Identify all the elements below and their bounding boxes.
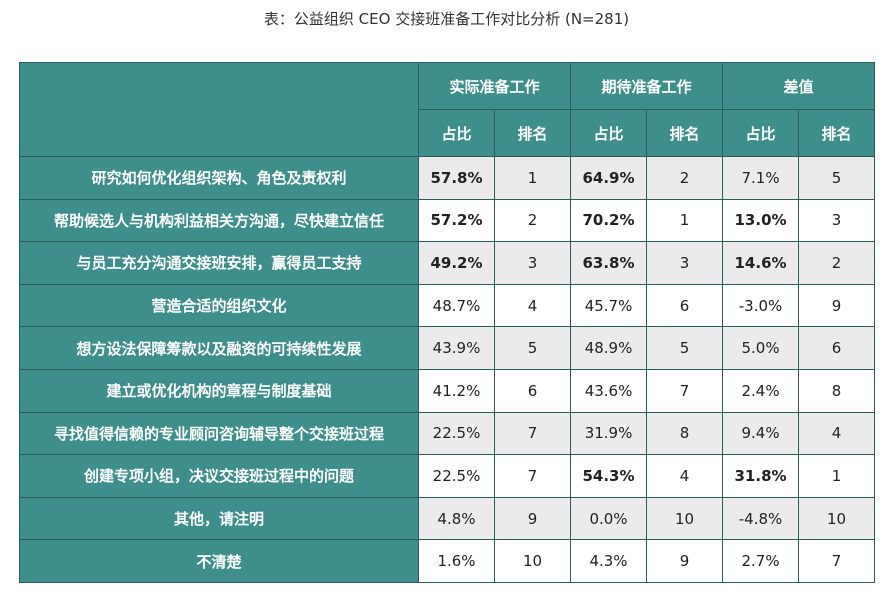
sub-header-cell: 排名 [646,109,724,157]
data-cell: 48.7% [418,283,495,328]
data-cell: 49.2% [418,241,495,285]
data-cell: 2 [493,198,572,243]
table-body: 研究如何优化组织架构、角色及责权利 57.8% 1 64.9% 2 7.1% 5 帮助候选人与… [19,156,876,583]
data-cell: 3 [798,198,876,243]
data-cell: 8 [798,368,876,413]
sub-header-cell: 占比 [722,109,800,157]
data-cell: 7 [493,454,572,498]
data-cell: 10 [798,496,876,541]
data-cell: 48.9% [570,326,648,370]
data-cell: 1 [646,198,724,243]
data-cell: -3.0% [722,283,800,328]
table-row: 想方设法保障筹款以及融资的可持续性发展 43.9% 5 48.9% 5 5.0% 6 [19,326,876,370]
data-cell: 0.0% [570,496,648,541]
data-cell: 22.5% [418,411,495,456]
row-label: 想方设法保障筹款以及融资的可持续性发展 [19,326,419,370]
sub-header-cell: 排名 [798,109,876,157]
data-cell: 3 [493,241,572,285]
data-cell: 1 [493,156,572,200]
row-label: 其他，请注明 [19,496,419,541]
data-cell: 64.9% [570,156,648,200]
chart-title: 表：公益组织 CEO 交接班准备工作对比分析 (N=281) [263,10,630,28]
data-cell: 45.7% [570,283,648,328]
data-cell: 43.9% [418,326,495,370]
data-cell: 9 [798,283,876,328]
table-row: 不清楚 1.6% 10 4.3% 9 2.7% 7 [19,539,876,583]
data-cell: 7 [646,368,724,413]
data-cell: -4.8% [722,496,800,541]
comparison-table: 实际准备工作 期待准备工作 差值 占比 排名 占比 排名 占比 排名 研究如何优… [19,62,876,583]
data-cell: 6 [646,283,724,328]
data-cell: 8 [646,411,724,456]
data-cell: 6 [798,326,876,370]
group-header-row: 实际准备工作 期待准备工作 差值 [19,62,876,157]
data-cell: 70.2% [570,198,648,243]
table-row: 其他，请注明 4.8% 9 0.0% 10 -4.8% 10 [19,496,876,541]
data-cell: 10 [646,496,724,541]
data-cell: 22.5% [418,454,495,498]
data-cell: 14.6% [722,241,800,285]
table-row: 寻找值得信赖的专业顾问咨询辅导整个交接班过程 22.5% 7 31.9% 8 9.4% 4 [19,411,876,456]
corner-header [19,62,419,157]
data-cell: 2 [646,156,724,200]
table-row: 建立或优化机构的章程与制度基础 41.2% 6 43.6% 7 2.4% 8 [19,368,876,413]
sub-header-cell: 占比 [418,109,495,157]
sub-header-cell: 排名 [493,109,572,157]
sub-header-cell: 占比 [570,109,648,157]
row-label: 营造合适的组织文化 [19,283,419,328]
data-cell: 63.8% [570,241,648,285]
data-cell: 4.8% [418,496,495,541]
data-cell: 2.4% [722,368,800,413]
data-cell: 57.8% [418,156,495,200]
row-label: 帮助候选人与机构利益相关方沟通，尽快建立信任 [19,198,419,243]
data-cell: 7 [493,411,572,456]
data-cell: 57.2% [418,198,495,243]
table-row: 创建专项小组，决议交接班过程中的问题 22.5% 7 54.3% 4 31.8% 1 [19,454,876,498]
row-label: 寻找值得信赖的专业顾问咨询辅导整个交接班过程 [19,411,419,456]
data-cell: 4 [646,454,724,498]
data-cell: 43.6% [570,368,648,413]
data-cell: 6 [493,368,572,413]
data-cell: 31.9% [570,411,648,456]
data-cell: 9.4% [722,411,800,456]
data-cell: 3 [646,241,724,285]
data-cell: 7 [798,539,876,583]
data-cell: 10 [493,539,572,583]
data-cell: 1.6% [418,539,495,583]
data-cell: 1 [798,454,876,498]
data-cell: 5.0% [722,326,800,370]
table-row: 营造合适的组织文化 48.7% 4 45.7% 6 -3.0% 9 [19,283,876,328]
data-cell: 2 [798,241,876,285]
data-cell: 31.8% [722,454,800,498]
data-cell: 2.7% [722,539,800,583]
group-header-expected: 期待准备工作 [570,62,724,110]
group-header-difference: 差值 [722,62,876,110]
row-label: 创建专项小组，决议交接班过程中的问题 [19,454,419,498]
data-cell: 5 [493,326,572,370]
row-label: 研究如何优化组织架构、角色及责权利 [19,156,419,200]
data-cell: 54.3% [570,454,648,498]
data-cell: 4 [798,411,876,456]
data-cell: 7.1% [722,156,800,200]
sub-header-row: 占比 排名 占比 排名 占比 排名 [20,109,876,157]
row-label: 建立或优化机构的章程与制度基础 [19,368,419,413]
data-cell: 41.2% [418,368,495,413]
data-cell: 9 [493,496,572,541]
row-label: 不清楚 [19,539,419,583]
table-row: 与员工充分沟通交接班安排，赢得员工支持 49.2% 3 63.8% 3 14.6% 2 [19,241,876,285]
data-cell: 5 [646,326,724,370]
group-header-actual: 实际准备工作 [417,62,572,110]
data-cell: 13.0% [722,198,800,243]
data-cell: 9 [646,539,724,583]
data-cell: 5 [798,156,876,200]
table-row: 帮助候选人与机构利益相关方沟通，尽快建立信任 57.2% 2 70.2% 1 13.0% 3 [19,198,876,243]
row-label: 与员工充分沟通交接班安排，赢得员工支持 [19,241,419,285]
data-cell: 4.3% [570,539,648,583]
data-cell: 4 [493,283,572,328]
table-row: 研究如何优化组织架构、角色及责权利 57.8% 1 64.9% 2 7.1% 5 [19,156,876,200]
